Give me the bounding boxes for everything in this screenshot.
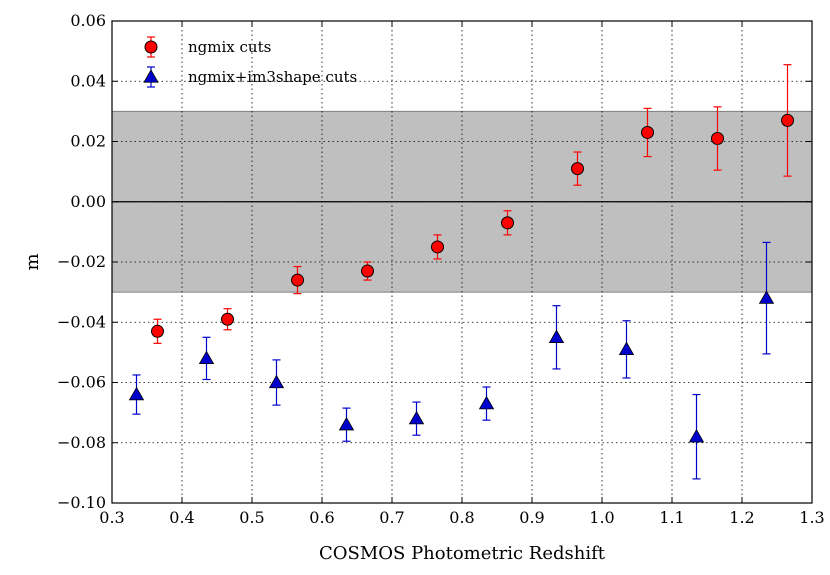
- data-point: [338, 416, 355, 431]
- legend-marker: [144, 40, 158, 54]
- data-point: [688, 428, 705, 443]
- series-ngmix-cuts: [151, 64, 794, 344]
- x-tick-label: 0.4: [169, 508, 194, 527]
- x-tick-label: 1.3: [799, 508, 824, 527]
- data-point: [431, 240, 444, 254]
- legend-marker: [143, 69, 159, 83]
- y-tick-label: 0.04: [70, 71, 106, 90]
- y-tick-label: 0.00: [70, 192, 106, 211]
- y-tick-label: −0.10: [57, 493, 106, 512]
- data-point: [781, 113, 794, 127]
- data-point: [408, 410, 425, 425]
- x-tick-label: 0.5: [239, 508, 264, 527]
- data-point: [618, 341, 635, 356]
- x-tick-label: 0.6: [309, 508, 334, 527]
- x-tick-label: 1.2: [729, 508, 754, 527]
- grid-layer: [112, 21, 812, 503]
- data-point: [198, 350, 215, 365]
- data-point: [151, 324, 164, 338]
- x-tick-label: 0.3: [99, 508, 124, 527]
- data-point: [711, 131, 724, 145]
- data-point: [221, 312, 234, 326]
- x-tick-label: 1.0: [589, 508, 614, 527]
- x-tick-label: 0.7: [379, 508, 404, 527]
- legend-item: ngmix cuts: [144, 36, 271, 58]
- data-point: [128, 386, 145, 401]
- y-tick-label: 0.02: [70, 132, 106, 151]
- x-tick-label: 0.9: [519, 508, 544, 527]
- data-point: [571, 162, 584, 176]
- y-axis-label: m: [22, 253, 43, 270]
- y-tick-label: −0.02: [57, 252, 106, 271]
- data-point: [361, 264, 374, 278]
- data-point: [548, 329, 565, 343]
- y-tick-label: −0.08: [57, 433, 106, 452]
- series-ngmix-im3shape-cuts: [128, 241, 775, 480]
- data-point: [758, 290, 775, 304]
- x-tick-label: 1.1: [659, 508, 684, 527]
- tick-layer: 0.3 0.4 0.5 0.6 0.7 0.8 0.9 1.0 1.1 1.2 1.3 −0.10 −0…: [57, 11, 825, 527]
- y-tick-label: 0.06: [70, 11, 106, 30]
- data-point: [501, 216, 514, 230]
- y-tick-label: −0.06: [57, 373, 106, 392]
- legend: ngmix cuts ngmix+im3shape cuts: [143, 36, 357, 88]
- data-point: [291, 273, 304, 287]
- legend-item: ngmix+im3shape cuts: [143, 66, 357, 88]
- data-point: [641, 125, 654, 139]
- x-tick-label: 0.8: [449, 508, 474, 527]
- data-point: [478, 395, 495, 410]
- data-point: [268, 374, 285, 389]
- legend-label: ngmix cuts: [188, 38, 271, 56]
- data-layer: [128, 64, 794, 480]
- x-axis-label: COSMOS Photometric Redshift: [319, 543, 606, 564]
- legend-label: ngmix+im3shape cuts: [188, 68, 357, 86]
- y-tick-label: −0.04: [57, 312, 106, 331]
